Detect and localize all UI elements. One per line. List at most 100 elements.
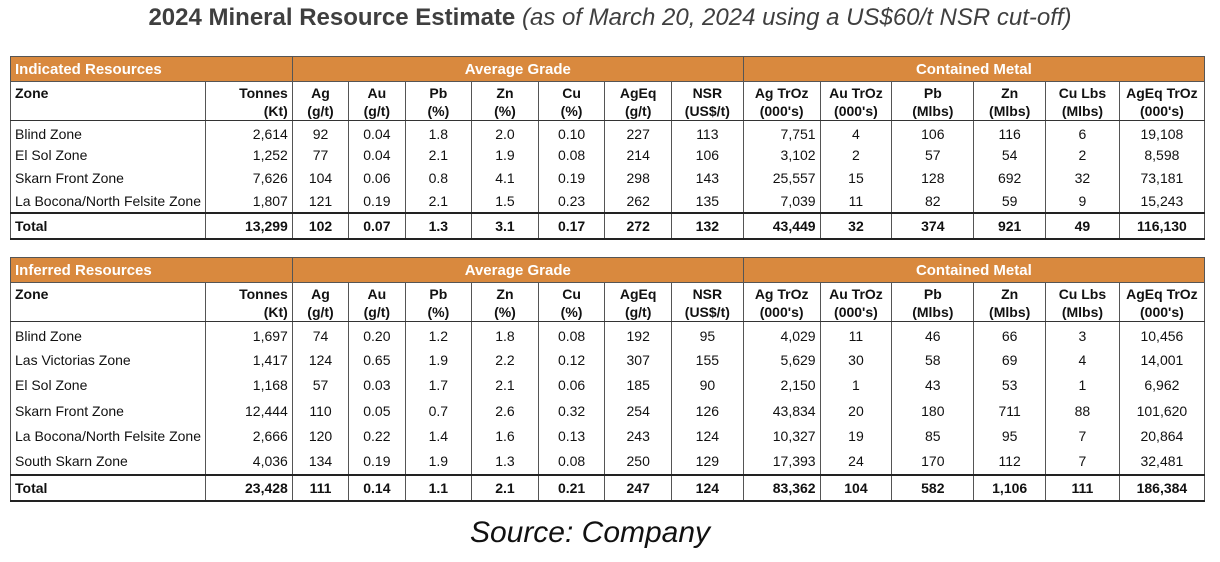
total-value-cell: 1.1 xyxy=(404,473,473,502)
total-label-cell: Total xyxy=(10,473,206,502)
value-cell: 11 xyxy=(819,189,893,213)
value-cell: 0.13 xyxy=(537,423,606,449)
value-cell: 54 xyxy=(973,143,1047,167)
value-cell: 12,444 xyxy=(204,398,293,424)
col-ag: Ag (g/t) xyxy=(291,282,350,322)
value-cell: 307 xyxy=(604,347,672,373)
value-cell: 6 xyxy=(1045,120,1120,144)
col-zn: Zn (%) xyxy=(471,282,539,322)
value-cell: 46 xyxy=(891,321,975,347)
value-cell: 0.19 xyxy=(348,449,406,475)
table-row: La Bocona/North Felsite Zone 2,666 120 0.22… xyxy=(10,423,1206,449)
value-cell: 90 xyxy=(670,372,744,398)
value-cell: 32 xyxy=(1045,166,1120,190)
col-zn: Zn (%) xyxy=(471,81,539,121)
value-cell: 1 xyxy=(819,372,893,398)
zone-name-cell: El Sol Zone xyxy=(10,372,206,398)
table-row: La Bocona/North Felsite Zone 1,807 121 0.19… xyxy=(10,189,1206,213)
value-cell: 92 xyxy=(291,120,350,144)
value-cell: 0.08 xyxy=(537,143,606,167)
table-row: Skarn Front Zone 12,444 110 0.05 0.7 2.6 0.32 2… xyxy=(10,398,1206,424)
value-cell: 227 xyxy=(604,120,672,144)
total-value-cell: 0.21 xyxy=(537,473,606,502)
value-cell: 2 xyxy=(819,143,893,167)
value-cell: 2,666 xyxy=(204,423,293,449)
value-cell: 1 xyxy=(1045,372,1120,398)
total-value-cell: 132 xyxy=(670,211,744,240)
value-cell: 7 xyxy=(1045,449,1120,475)
zone-name-cell: El Sol Zone xyxy=(10,143,206,167)
total-value-cell: 49 xyxy=(1045,211,1120,240)
value-cell: 4 xyxy=(819,120,893,144)
band-average-grade: Average Grade xyxy=(291,56,744,82)
value-cell: 58 xyxy=(891,347,975,373)
value-cell: 0.10 xyxy=(537,120,606,144)
value-cell: 106 xyxy=(891,120,975,144)
col-tonnes: Tonnes (Kt) xyxy=(204,81,293,121)
value-cell: 1,168 xyxy=(204,372,293,398)
total-value-cell: 0.14 xyxy=(348,473,406,502)
value-cell: 0.23 xyxy=(537,189,606,213)
total-value-cell: 32 xyxy=(819,211,893,240)
value-cell: 1.4 xyxy=(404,423,473,449)
value-cell: 2.2 xyxy=(471,347,539,373)
value-cell: 82 xyxy=(891,189,975,213)
zone-name-cell: Las Victorias Zone xyxy=(10,347,206,373)
value-cell: 0.19 xyxy=(537,166,606,190)
value-cell: 0.03 xyxy=(348,372,406,398)
total-value-cell: 3.1 xyxy=(471,211,539,240)
value-cell: 711 xyxy=(973,398,1047,424)
value-cell: 8,598 xyxy=(1118,143,1206,167)
total-value-cell: 102 xyxy=(291,211,350,240)
zone-name-cell: Blind Zone xyxy=(10,321,206,347)
value-cell: 20 xyxy=(819,398,893,424)
value-cell: 1.6 xyxy=(471,423,539,449)
value-cell: 1,807 xyxy=(204,189,293,213)
total-value-cell: 374 xyxy=(891,211,975,240)
value-cell: 0.22 xyxy=(348,423,406,449)
total-value-cell: 111 xyxy=(1045,473,1120,502)
total-value-cell: 111 xyxy=(291,473,350,502)
value-cell: 19 xyxy=(819,423,893,449)
value-cell: 10,327 xyxy=(742,423,821,449)
value-cell: 0.12 xyxy=(537,347,606,373)
value-cell: 73,181 xyxy=(1118,166,1206,190)
value-cell: 4,029 xyxy=(742,321,821,347)
value-cell: 121 xyxy=(291,189,350,213)
value-cell: 298 xyxy=(604,166,672,190)
value-cell: 4,036 xyxy=(204,449,293,475)
value-cell: 7,751 xyxy=(742,120,821,144)
value-cell: 1.2 xyxy=(404,321,473,347)
table-row: Skarn Front Zone 7,626 104 0.06 0.8 4.1 0.19 29… xyxy=(10,166,1206,190)
header-row: Zone Tonnes (Kt) Ag (g/t) Au (g/t) Pb (%) Zn… xyxy=(10,282,1206,322)
value-cell: 112 xyxy=(973,449,1047,475)
value-cell: 126 xyxy=(670,398,744,424)
table-row: South Skarn Zone 4,036 134 0.19 1.9 1.3 0.08 25… xyxy=(10,449,1206,475)
col-ageq-troz: AgEq TrOz (000's) xyxy=(1118,81,1206,121)
value-cell: 4.1 xyxy=(471,166,539,190)
value-cell: 3 xyxy=(1045,321,1120,347)
zone-name-cell: Skarn Front Zone xyxy=(10,166,206,190)
col-zone: Zone xyxy=(10,282,206,322)
value-cell: 2.1 xyxy=(404,189,473,213)
value-cell: 180 xyxy=(891,398,975,424)
total-value-cell: 2.1 xyxy=(471,473,539,502)
col-cu: Cu (%) xyxy=(537,81,606,121)
band-average-grade: Average Grade xyxy=(291,257,744,283)
value-cell: 0.04 xyxy=(348,143,406,167)
zone-name-cell: Blind Zone xyxy=(10,120,206,144)
col-ageq: AgEq (g/t) xyxy=(604,81,672,121)
value-cell: 135 xyxy=(670,189,744,213)
value-cell: 53 xyxy=(973,372,1047,398)
value-cell: 0.08 xyxy=(537,321,606,347)
total-value-cell: 0.07 xyxy=(348,211,406,240)
value-cell: 128 xyxy=(891,166,975,190)
header-row: Zone Tonnes (Kt) Ag (g/t) Au (g/t) Pb (%) Zn… xyxy=(10,81,1206,121)
value-cell: 243 xyxy=(604,423,672,449)
value-cell: 0.8 xyxy=(404,166,473,190)
value-cell: 0.19 xyxy=(348,189,406,213)
total-value-cell: 124 xyxy=(670,473,744,502)
value-cell: 66 xyxy=(973,321,1047,347)
value-cell: 113 xyxy=(670,120,744,144)
value-cell: 1.8 xyxy=(471,321,539,347)
